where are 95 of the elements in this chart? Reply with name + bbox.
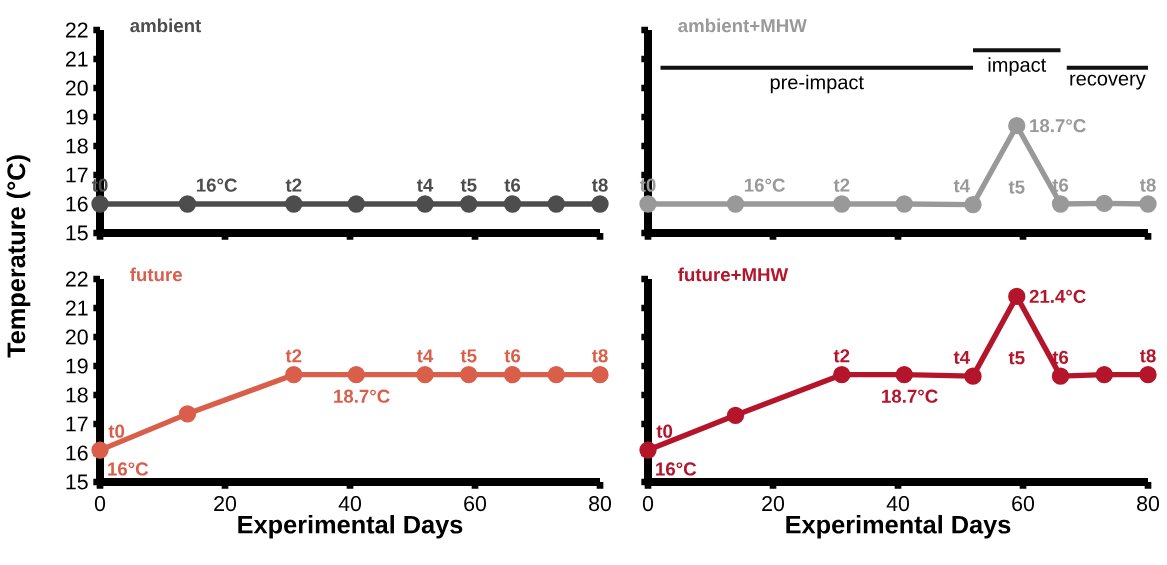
point [1139,366,1157,384]
x-axis-title: Experimental Days [786,514,1011,539]
point [503,366,522,384]
annotation: 16°C [108,462,149,476]
point [1139,195,1157,213]
annotation: t4 [416,178,434,192]
x-tick-label: 20 [762,496,785,512]
annotation: t0 [656,424,673,438]
y-tick-label: 21 [65,51,88,67]
point [964,367,982,385]
annotation: impact [988,57,1047,76]
annotation: recovery [1070,74,1146,90]
annotation: t4 [953,350,970,364]
x-tick-label: 80 [1137,496,1160,512]
chart-title: ambient+MHW [678,18,807,33]
point [591,366,609,384]
point [347,366,365,384]
annotation: t6 [504,178,521,192]
point [91,441,109,459]
point [1008,117,1026,135]
annotation: t5 [1008,351,1025,365]
annotation: 16°C [196,178,237,192]
annotation: 16°C [744,178,785,192]
annotation: t5 [1008,180,1025,194]
y-tick-label: 22 [65,22,88,38]
annotation: t2 [285,349,302,363]
x-tick-label: 60 [1012,496,1035,512]
point [416,366,434,384]
annotation: 18.7°C [334,389,390,403]
y-tick-label: 22 [65,271,88,287]
annotation: t8 [591,178,608,192]
y-tick-label: 16 [66,196,88,212]
annotation: t5 [460,178,477,192]
chart-title: future [130,267,182,282]
point [895,366,913,384]
point [1008,287,1026,306]
annotation: 18.7°C [882,389,938,403]
y-tick-label: 18 [66,387,88,403]
point [639,195,657,213]
point [639,441,657,459]
point [726,195,745,213]
point [1095,366,1113,384]
annotation: t2 [833,178,850,192]
y-tick-label: 16 [66,445,88,461]
x-tick-label: 20 [214,496,237,512]
y-axis-title: Temperature (°C) [6,155,31,358]
annotation: 18.7°C [1030,119,1086,133]
annotation: t0 [639,178,656,192]
point [178,405,197,423]
point [964,195,982,214]
x-tick-label: 40 [338,496,362,512]
point [895,195,913,213]
point [1051,367,1070,385]
y-tick-label: 20 [65,329,88,345]
x-tick-label: 80 [589,496,612,512]
annotation: t4 [416,349,434,363]
annotation: t8 [1139,349,1156,363]
x-tick-label: 0 [94,496,106,512]
y-tick-label: 21 [65,300,88,316]
point [833,195,851,213]
annotation: pre-impact [770,74,864,94]
annotation: t6 [1052,350,1069,364]
annotation: t0 [108,424,125,438]
annotation: t4 [953,179,970,193]
point [833,366,851,384]
x-axis-title: Experimental Days [238,514,463,539]
annotation: t6 [504,349,521,363]
y-tick-label: 15 [66,225,88,241]
annotation: 16°C [656,462,697,476]
y-tick-label: 20 [65,80,88,96]
annotation: 21.4°C [1029,289,1086,304]
point [547,366,565,384]
annotation: t8 [591,349,608,363]
annotation: t6 [1052,178,1069,192]
x-tick-label: 40 [886,496,910,512]
point [1051,195,1070,213]
x-tick-label: 60 [464,496,487,512]
annotation: t8 [1139,178,1156,192]
point [1095,194,1113,213]
y-tick-label: 19 [66,358,88,374]
point [285,366,303,384]
annotation: t2 [833,349,850,363]
y-tick-label: 19 [66,109,88,125]
y-tick-label: 17 [66,416,88,432]
y-tick-label: 18 [66,138,88,154]
x-tick-label: 0 [642,496,654,512]
chart-title: ambient [130,18,202,33]
annotation: t2 [285,178,302,192]
y-tick-label: 15 [66,474,88,490]
point [726,406,745,424]
point [460,366,478,384]
chart-title: future+MHW [678,267,789,282]
y-tick-label: 17 [66,167,88,183]
annotation: t0 [91,178,108,192]
annotation: t5 [460,349,477,363]
